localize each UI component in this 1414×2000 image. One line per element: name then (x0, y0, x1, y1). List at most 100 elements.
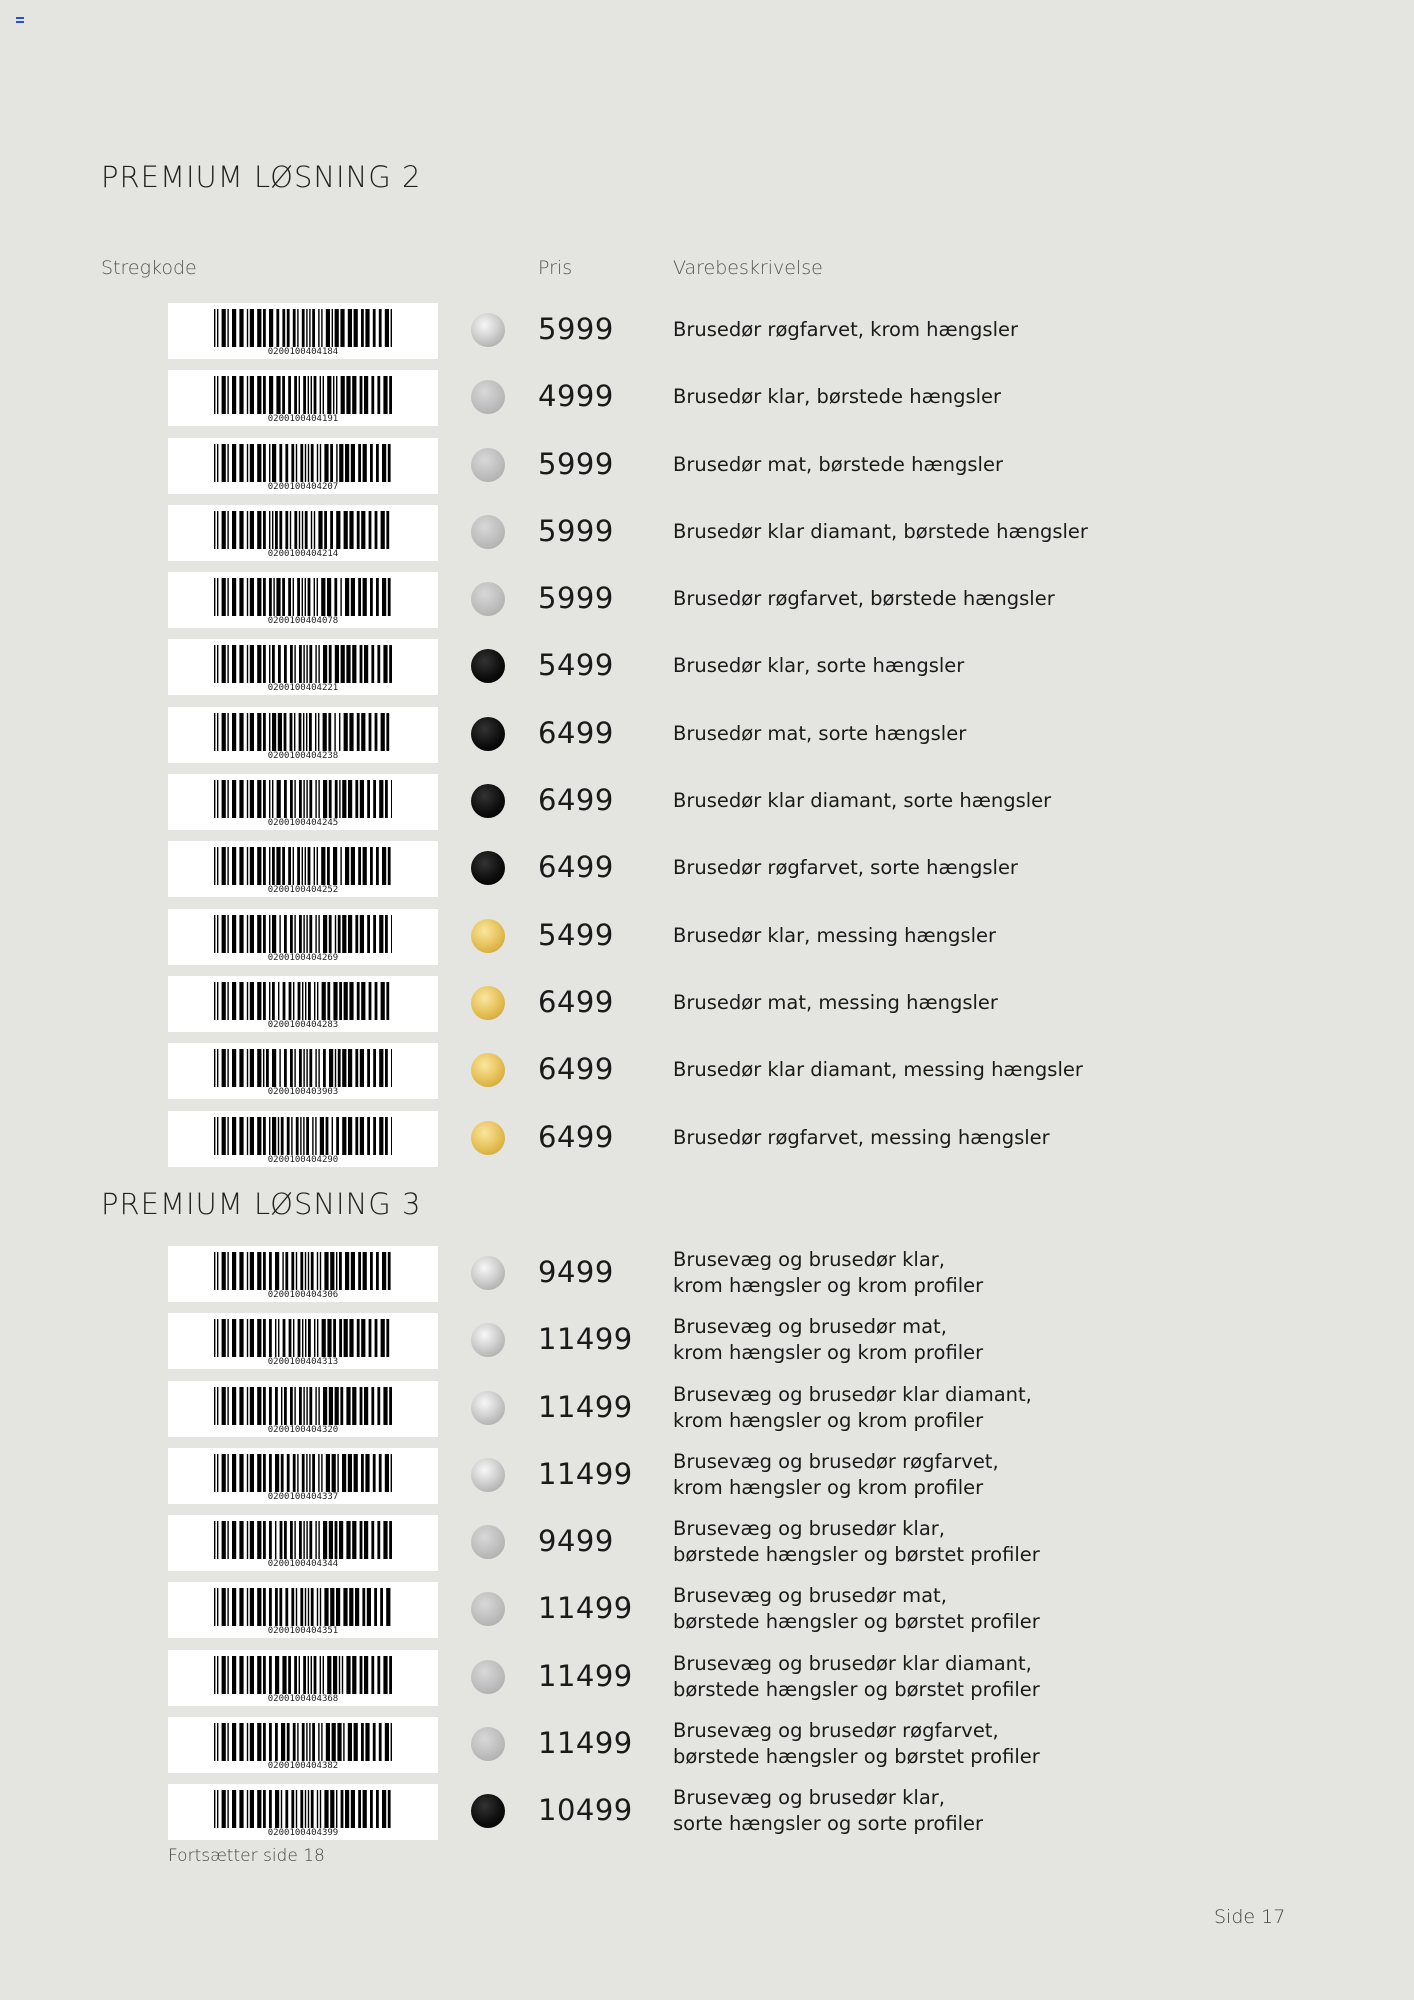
price: 5499 (538, 648, 614, 683)
price: 5999 (538, 312, 614, 346)
brushed-finish-swatch-icon (471, 380, 505, 415)
product-description: Brusevæg og brusedør mat, børstede hængsl… (673, 1583, 1040, 1635)
product-row: 0200100404313 11499 Brusevæg og brusedør m… (0, 1313, 1414, 1380)
price: 6499 (538, 1052, 614, 1087)
product-description: Brusedør klar, børstede hængsler (673, 384, 1001, 410)
corner-menu-mark (16, 17, 24, 23)
brushed-finish-swatch-icon (471, 514, 505, 549)
chrome-finish-swatch-icon (471, 313, 505, 347)
barcode-number: 0200100404238 (267, 750, 339, 761)
product-description: Brusedør mat, messing hængsler (673, 990, 998, 1016)
product-description: Brusedør klar diamant, børstede hængsler (673, 519, 1088, 545)
barcode-bars (214, 578, 391, 617)
product-row: 0200100403903 6499 Brusedør klar diamant, … (0, 1043, 1414, 1110)
brass-finish-swatch-icon (471, 985, 505, 1020)
product-description: Brusedør røgfarvet, børstede hængsler (673, 586, 1055, 612)
barcode-number: 0200100404337 (267, 1491, 339, 1502)
product-row: 0200100404191 4999 Brusedør klar, børstede… (0, 370, 1414, 437)
barcode: 0200100404238 (168, 706, 438, 763)
price: 5999 (538, 581, 614, 616)
barcode: 0200100404207 (168, 437, 438, 494)
barcode-number: 0200100404399 (267, 1828, 339, 1839)
black-finish-swatch-icon (471, 784, 505, 819)
barcode-bars (214, 712, 390, 751)
product-description: Brusevæg og brusedør klar, krom hængsler … (673, 1247, 983, 1299)
barcode-bars (214, 1049, 392, 1088)
description-line: børstede hængsler og børstet profiler (673, 1745, 1040, 1769)
barcode-bars (214, 1588, 391, 1627)
brass-finish-swatch-icon (471, 1120, 505, 1155)
chrome-finish-swatch-icon (471, 1256, 505, 1290)
chrome-finish-swatch-icon (471, 1323, 505, 1358)
barcode-number: 0200100404184 (267, 347, 339, 357)
product-row: 0200100404269 5499 Brusedør klar, messing … (0, 908, 1414, 976)
price: 4999 (538, 379, 614, 414)
brushed-finish-swatch-icon (471, 582, 505, 617)
barcode-number: 0200100404245 (267, 818, 339, 829)
description-line: Brusedør røgfarvet, messing hængsler (673, 1125, 1050, 1149)
product-row: 0200100404368 11499 Brusevæg og brusedør k… (0, 1649, 1414, 1717)
brushed-finish-swatch-icon (471, 1525, 505, 1560)
price: 10499 (538, 1793, 633, 1828)
barcode: 0200100404306 (168, 1246, 438, 1302)
barcode-number: 0200100404252 (267, 885, 339, 896)
chrome-finish-swatch-icon (471, 1390, 505, 1425)
product-row: 0200100404399 10499 Brusevæg og brusedør k… (0, 1784, 1414, 1851)
black-finish-swatch-icon (471, 1794, 505, 1829)
price: 11499 (538, 1658, 633, 1693)
barcode: 0200100404351 (168, 1582, 438, 1639)
barcode: 0200100404283 (168, 975, 438, 1032)
barcode: 0200100404382 (168, 1717, 438, 1774)
product-row: 0200100404337 11499 Brusevæg og brusedør r… (0, 1447, 1414, 1515)
description-line: Brusedør mat, messing hængsler (673, 990, 998, 1014)
description-line: børstede hængsler og børstet profiler (673, 1610, 1040, 1634)
product-row: 0200100404252 6499 Brusedør røgfarvet, sor… (0, 841, 1414, 908)
product-row: 0200100404283 6499 Brusedør mat, messing h… (0, 975, 1414, 1043)
barcode: 0200100404245 (168, 774, 438, 831)
barcode-bars (214, 914, 392, 953)
product-description: Brusedør mat, sorte hængsler (673, 721, 966, 747)
barcode-number: 0200100404306 (267, 1290, 339, 1300)
barcode-number: 0200100404382 (267, 1761, 339, 1772)
product-description: Brusedør røgfarvet, sorte hængsler (673, 855, 1018, 881)
product-description: Brusedør klar diamant, messing hængsler (673, 1057, 1083, 1083)
column-header-barcode: Stregkode (101, 257, 197, 279)
barcode: 0200100404337 (168, 1447, 438, 1504)
description-line: Brusedør mat, sorte hængsler (673, 721, 967, 745)
product-description: Brusedør klar, messing hængsler (673, 923, 996, 949)
product-row: 0200100404214 5999 Brusedør klar diamant, … (0, 504, 1414, 572)
product-row: 0200100404306 9499 Brusevæg og brusedør kl… (0, 1246, 1414, 1313)
black-finish-swatch-icon (471, 649, 505, 684)
barcode-number: 0200100404368 (267, 1693, 339, 1704)
product-description: Brusevæg og brusedør mat, krom hængsler o… (673, 1314, 983, 1366)
product-description: Brusevæg og brusedør røgfarvet, krom hæng… (673, 1449, 999, 1501)
product-description: Brusedør mat, børstede hængsler (673, 452, 1003, 478)
barcode-bars (214, 981, 390, 1020)
brushed-finish-swatch-icon (471, 1592, 505, 1627)
barcode-number: 0200100404269 (267, 952, 339, 963)
barcode-number: 0200100404313 (267, 1357, 339, 1368)
product-description: Brusedør klar, sorte hængsler (673, 653, 964, 679)
price: 11499 (538, 1726, 633, 1761)
product-row: 0200100404320 11499 Brusevæg og brusedør k… (0, 1380, 1414, 1448)
barcode-bars (214, 645, 392, 684)
description-line: Brusedør klar, børstede hængsler (673, 385, 1002, 409)
black-finish-swatch-icon (471, 851, 505, 886)
price: 6499 (538, 850, 614, 885)
barcode: 0200100404344 (168, 1515, 438, 1572)
description-line: Brusevæg og brusedør klar diamant, (673, 1651, 1032, 1675)
product-row: 0200100404290 6499 Brusedør røgfarvet, mes… (0, 1110, 1414, 1178)
price: 11499 (538, 1389, 633, 1424)
column-header-price: Pris (538, 257, 573, 279)
barcode-bars (214, 1790, 391, 1829)
brass-finish-swatch-icon (471, 1053, 505, 1088)
price: 11499 (538, 1591, 633, 1626)
barcode: 0200100404221 (168, 639, 438, 696)
description-line: Brusevæg og brusedør røgfarvet, (673, 1719, 999, 1743)
barcode-number: 0200100404290 (267, 1154, 339, 1165)
product-description: Brusevæg og brusedør klar diamant, krom h… (673, 1382, 1032, 1434)
barcode-bars (214, 443, 391, 482)
description-line: Brusedør klar, messing hængsler (673, 923, 997, 947)
description-line: Brusedør klar diamant, børstede hængsler (673, 519, 1088, 543)
barcode: 0200100404368 (168, 1649, 438, 1706)
